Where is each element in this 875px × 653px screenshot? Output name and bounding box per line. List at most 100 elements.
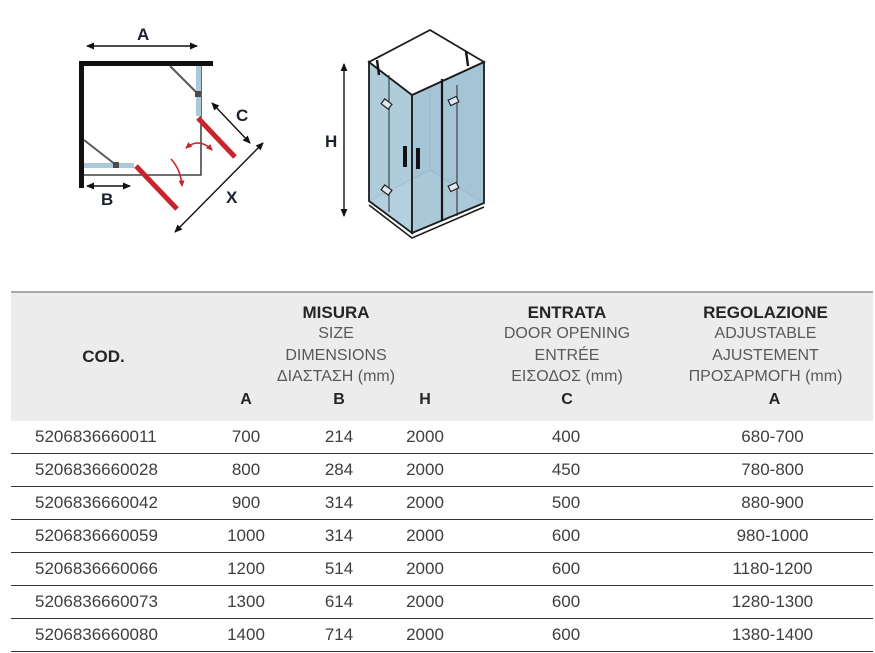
cell-adj: 980-1000 bbox=[736, 526, 809, 545]
group-subtitle: SIZE bbox=[318, 325, 354, 342]
plan-door-open-bottom bbox=[134, 164, 179, 211]
cell-h: 2000 bbox=[406, 427, 444, 446]
iso-wall-profile-right bbox=[464, 50, 470, 67]
technical-diagrams: A C X bbox=[79, 25, 486, 239]
group-title: REGOLAZIONE bbox=[703, 303, 828, 322]
cell-h: 2000 bbox=[406, 493, 444, 512]
cell-cod: 5206836660059 bbox=[35, 526, 158, 545]
iso-wall-profile-left bbox=[375, 59, 381, 76]
cell-adj: 880-900 bbox=[741, 493, 804, 512]
plan-swing-arrow-upper bbox=[185, 142, 213, 151]
group-title: MISURA bbox=[302, 303, 370, 322]
group-subtitle: ΔΙΑΣΤΑΣΗ (mm) bbox=[276, 368, 396, 385]
plan-wall-top bbox=[79, 61, 213, 66]
plan-glass-panel-bottom bbox=[84, 163, 134, 168]
subcolumn-header-c: C bbox=[561, 391, 573, 408]
iso-hinge-top-right bbox=[447, 95, 460, 107]
table-row: 5206836660011 700 214 2000 400 680-700 bbox=[11, 421, 873, 454]
cell-cod: 5206836660011 bbox=[35, 427, 157, 446]
cell-a: 1400 bbox=[227, 625, 265, 644]
cell-h: 2000 bbox=[406, 592, 444, 611]
cell-b: 214 bbox=[324, 427, 354, 446]
plan-label-a: A bbox=[137, 25, 149, 44]
plan-hinge-pivot-top bbox=[195, 91, 201, 97]
plan-wall-left bbox=[79, 61, 84, 188]
plan-label-c: C bbox=[236, 106, 248, 125]
cell-b: 314 bbox=[324, 526, 354, 545]
cell-a: 1200 bbox=[227, 559, 265, 578]
group-subtitle: ΠΡΟΣΑΡΜΟΓΗ (mm) bbox=[688, 368, 843, 385]
cell-h: 2000 bbox=[406, 559, 444, 578]
dimensions-table: COD. MISURA SIZE DIMENSIONS ΔΙΑΣΤΑΣΗ (mm… bbox=[11, 291, 873, 652]
group-subtitle: DOOR OPENING bbox=[503, 325, 631, 342]
subcolumn-header-adj: A bbox=[768, 391, 781, 408]
cell-cod: 5206836660073 bbox=[35, 592, 158, 611]
cell-cod: 5206836660042 bbox=[35, 493, 158, 512]
cell-c: 450 bbox=[551, 460, 581, 479]
iso-hinge-bottom-left bbox=[380, 184, 393, 196]
plan-label-b: B bbox=[101, 190, 113, 209]
plan-view-diagram: A C X bbox=[79, 25, 264, 233]
cell-c: 600 bbox=[551, 559, 581, 578]
isometric-view-diagram: H bbox=[325, 28, 486, 239]
cell-b: 514 bbox=[324, 559, 354, 578]
table-row: 5206836660080 1400 714 2000 600 1380-140… bbox=[11, 619, 873, 652]
group-subtitle: ΕΙΣΟΔΟΣ (mm) bbox=[511, 368, 623, 385]
cell-a: 700 bbox=[231, 427, 261, 446]
table-row: 5206836660028 800 284 2000 450 780-800 bbox=[11, 454, 873, 487]
subcolumn-header-b: B bbox=[333, 391, 345, 408]
group-subtitle: DIMENSIONS bbox=[285, 346, 387, 364]
cell-a: 800 bbox=[231, 460, 261, 479]
group-subtitle: AJUSTEMENT bbox=[712, 346, 819, 364]
cell-b: 614 bbox=[324, 592, 354, 611]
cell-cod: 5206836660066 bbox=[35, 559, 158, 578]
iso-label-h: H bbox=[325, 132, 337, 151]
cell-b: 714 bbox=[324, 625, 354, 644]
cell-cod: 5206836660080 bbox=[35, 625, 158, 644]
table-row: 5206836660042 900 314 2000 500 880-900 bbox=[11, 487, 873, 520]
plan-support-bar-top bbox=[169, 65, 198, 94]
cell-a: 900 bbox=[231, 493, 261, 512]
cell-c: 500 bbox=[551, 493, 581, 512]
iso-handle-right bbox=[416, 148, 420, 169]
cell-h: 2000 bbox=[406, 526, 444, 545]
group-title: ENTRATA bbox=[527, 303, 607, 322]
column-header-cod: COD. bbox=[82, 347, 125, 366]
cell-c: 600 bbox=[551, 625, 581, 644]
table-body: 5206836660011 700 214 2000 400 680-700 5… bbox=[11, 421, 873, 652]
table-row: 5206836660059 1000 314 2000 600 980-1000 bbox=[11, 520, 873, 553]
column-group-regolazione: REGOLAZIONE ADJUSTABLE AJUSTEMENT ΠΡΟΣΑΡ… bbox=[658, 293, 873, 391]
cell-c: 600 bbox=[551, 592, 581, 611]
iso-hinge-top-left bbox=[380, 98, 393, 110]
cell-adj: 680-700 bbox=[741, 427, 804, 446]
cell-adj: 1180-1200 bbox=[732, 559, 813, 578]
cell-h: 2000 bbox=[406, 625, 444, 644]
group-subtitle: ADJUSTABLE bbox=[714, 325, 817, 342]
table-row: 5206836660073 1300 614 2000 600 1280-130… bbox=[11, 586, 873, 619]
iso-tray-base bbox=[368, 204, 485, 239]
cell-b: 314 bbox=[324, 493, 354, 512]
iso-hinge-bottom-right bbox=[447, 181, 460, 193]
subcolumn-header-a: A bbox=[240, 391, 252, 408]
plan-label-x: X bbox=[226, 188, 238, 207]
group-subtitle: ENTRÉE bbox=[534, 346, 600, 364]
cell-a: 1000 bbox=[227, 526, 265, 545]
cell-c: 400 bbox=[551, 427, 581, 446]
cell-b: 284 bbox=[324, 460, 354, 479]
plan-door-open-right bbox=[196, 116, 237, 159]
cell-c: 600 bbox=[551, 526, 581, 545]
plan-enclosure-outline bbox=[84, 66, 202, 176]
cell-adj: 1380-1400 bbox=[731, 625, 814, 644]
table-row: 5206836660066 1200 514 2000 600 1180-120… bbox=[11, 553, 873, 586]
dimension-arrow-c bbox=[211, 102, 251, 144]
cell-adj: 1280-1300 bbox=[731, 592, 814, 611]
cell-h: 2000 bbox=[406, 460, 444, 479]
column-group-entrata: ENTRATA DOOR OPENING ENTRÉE ΕΙΣΟΔΟΣ (mm) bbox=[468, 293, 658, 391]
plan-swing-arrow-lower bbox=[170, 158, 185, 187]
dimension-arrow-x bbox=[174, 142, 264, 233]
subcolumn-header-h: H bbox=[419, 391, 431, 408]
cell-cod: 5206836660028 bbox=[35, 460, 158, 479]
table-header: COD. MISURA SIZE DIMENSIONS ΔΙΑΣΤΑΣΗ (mm… bbox=[11, 291, 873, 421]
iso-handle-left bbox=[403, 146, 407, 167]
